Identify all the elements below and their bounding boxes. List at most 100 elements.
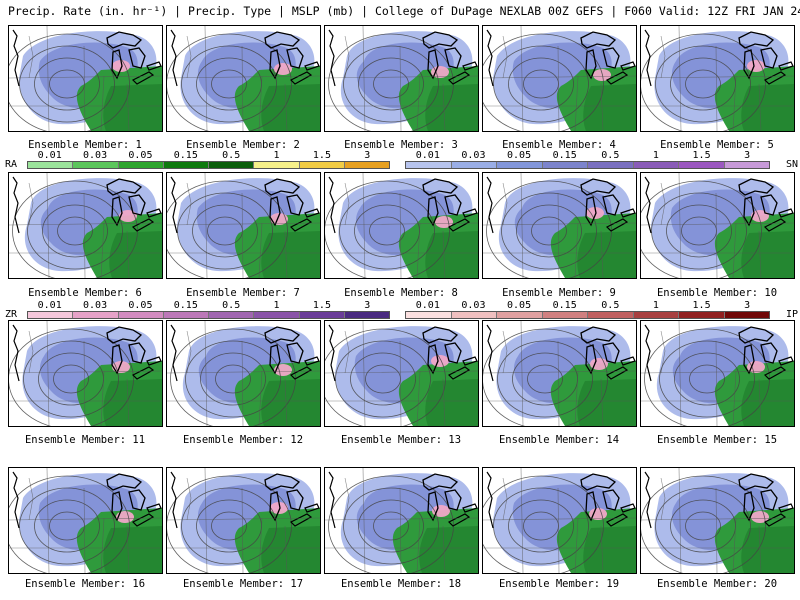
ensemble-member-label: Ensemble Member: 7 [186, 287, 300, 299]
isobar-line [34, 499, 100, 553]
mixed-precip-area [747, 361, 765, 373]
rain-area-heavy [261, 526, 320, 573]
lake-huron-outline [760, 342, 778, 364]
state-border [28, 477, 34, 521]
state-border [483, 75, 636, 79]
page-header: Precip. Rate (in. hr⁻¹) | Precip. Type |… [0, 0, 800, 22]
snow-legend-bar [405, 161, 770, 169]
ensemble-member-label: Ensemble Member: 6 [28, 287, 142, 299]
legend-tick-label: 0.5 [601, 150, 620, 161]
lake-superior-outline [738, 178, 775, 196]
isobar-line [167, 475, 292, 573]
isobar-line [527, 364, 563, 394]
state-border [732, 370, 737, 426]
lake-huron-outline [602, 342, 620, 364]
legend-swatch [679, 162, 725, 168]
state-border [204, 173, 208, 278]
ensemble-map-svg [9, 468, 162, 573]
ensemble-map-panel [640, 25, 795, 132]
isobar-line [215, 364, 251, 394]
ensemble-member-label: Ensemble Member: 15 [656, 434, 778, 446]
state-border [557, 45, 560, 131]
state-border [399, 487, 402, 573]
legend-tick-label: 1.5 [692, 150, 711, 161]
lake-ontario-outline [304, 61, 320, 71]
state-border [258, 75, 263, 131]
lake-ontario-outline [462, 208, 478, 218]
ensemble-map-svg [167, 26, 320, 131]
legend-swatch [344, 312, 389, 318]
ensemble-map-panel [166, 172, 321, 279]
state-border [126, 230, 130, 278]
legend-swatch [542, 312, 588, 318]
legend-tick-label: 0.15 [173, 300, 198, 311]
lake-michigan-outline [269, 49, 281, 80]
lake-michigan-outline [743, 491, 755, 522]
isobar-line [9, 33, 130, 131]
isobar-line [508, 57, 574, 111]
isobar-line [34, 57, 100, 111]
lake-ontario-outline [304, 356, 320, 366]
ensemble-map-svg [325, 173, 478, 278]
ensemble-map-svg [167, 321, 320, 426]
state-border [284, 378, 288, 426]
ensemble-map-panel [482, 25, 637, 132]
legend-swatch [163, 162, 209, 168]
ensemble-map-panel [324, 172, 479, 279]
isobar-line [19, 45, 115, 123]
state-border [46, 173, 50, 278]
ensemble-map-panel [324, 467, 479, 574]
lake-erie-outline [447, 366, 471, 380]
ensemble-map-svg [325, 468, 478, 573]
state-border [9, 75, 162, 79]
state-border [186, 477, 192, 521]
lake-ontario-outline [778, 503, 794, 513]
isobar-line [493, 45, 589, 123]
state-border [258, 517, 263, 573]
isobar-line [501, 192, 597, 270]
isobar-line [9, 475, 130, 573]
mixed-precip-area [431, 355, 449, 367]
ensemble-map-panel [8, 320, 163, 427]
state-border [557, 340, 560, 426]
legend-swatch [542, 162, 588, 168]
lake-erie-outline [763, 71, 787, 85]
lake-huron-outline [602, 489, 620, 511]
legend-swatch [451, 162, 497, 168]
state-border [732, 517, 737, 573]
state-border [641, 370, 794, 374]
coastline [12, 324, 20, 382]
isobar-line [9, 328, 134, 426]
ensemble-member-label: Ensemble Member: 9 [502, 287, 616, 299]
lake-erie-outline [447, 218, 471, 232]
legend-tick-label: 3 [364, 300, 371, 311]
ensemble-map-svg [483, 321, 636, 426]
lake-erie-outline [131, 513, 155, 527]
lake-michigan-outline [111, 196, 123, 227]
legend-tick-label: 0.01 [415, 150, 440, 161]
state-border [502, 477, 508, 521]
ensemble-map-panel [324, 25, 479, 132]
state-border [399, 340, 402, 426]
coastline [328, 176, 336, 234]
lake-huron-outline [286, 47, 304, 69]
legend-tick-label: 1.5 [692, 300, 711, 311]
legend-swatch [406, 312, 452, 318]
state-border [715, 487, 718, 573]
legend-tick-label: 1 [652, 300, 659, 311]
lake-huron-outline [286, 489, 304, 511]
legend-swatch [299, 162, 345, 168]
legend-tick-label: 0.05 [128, 150, 153, 161]
lake-michigan-outline [269, 196, 281, 227]
lake-huron-outline [760, 47, 778, 69]
isobar-line [531, 216, 567, 246]
lake-superior-outline [422, 31, 459, 49]
mixed-precip-area [751, 511, 769, 523]
isobar-line [641, 33, 766, 131]
state-border [758, 525, 762, 573]
isobar-line [192, 204, 258, 258]
ip-legend-bar [405, 311, 770, 319]
lake-erie-outline [605, 71, 629, 85]
state-border [83, 192, 86, 278]
mixed-precip-area [112, 361, 130, 373]
